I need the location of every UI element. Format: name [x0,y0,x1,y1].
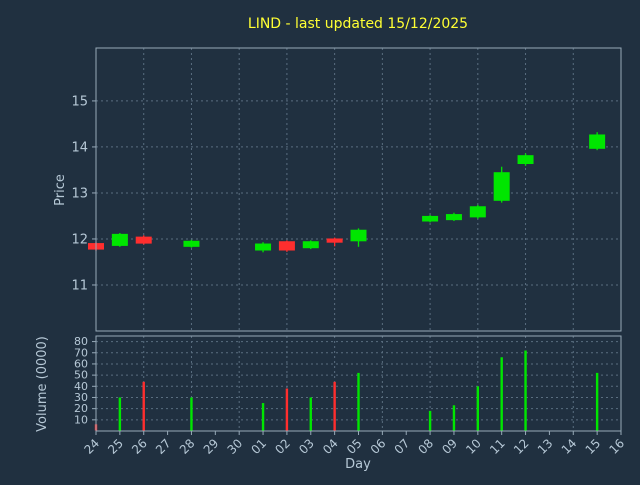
price-tick-labels: 11 12 13 14 15 [71,94,96,293]
day-tick-label: 29 [201,436,222,457]
day-tick-label: 06 [368,436,389,457]
day-tick-label: 30 [225,436,246,457]
volume-tick-label: 30 [74,391,88,404]
candle-body [422,215,439,222]
day-tick-label: 24 [81,436,102,457]
candle-body [111,233,128,246]
price-tick-label: 14 [71,140,88,155]
candle-08 [422,215,439,223]
price-plot-border [95,47,622,332]
candle-body [445,214,462,221]
price-tick-label: 11 [71,278,88,293]
candle-body [255,243,272,251]
candle-01 [255,242,272,253]
day-tick-label: 12 [511,436,532,457]
volume-tick-label: 20 [74,402,88,415]
candle-28 [183,239,200,248]
day-tick-label: 09 [439,436,460,457]
candle-10 [469,204,486,219]
candle-02 [278,240,295,252]
candle-body [326,238,343,243]
candle-09 [445,212,462,222]
candle-03 [302,240,319,250]
volume-tick-label: 60 [74,357,88,370]
day-tick-label: 25 [105,436,126,457]
volume-bars [94,350,599,431]
volume-tick-label: 80 [74,335,88,348]
day-tick-labels: 24 25 26 27 28 29 30 01 02 03 04 05 06 07 08 09 10 11 12 13… [81,431,627,457]
day-tick-label: 10 [463,436,484,457]
volume-tick-label: 10 [74,413,88,426]
day-tick-label: 11 [487,436,508,457]
day-tick-label: 27 [153,436,174,457]
candle-body [302,241,319,249]
candle-04 [326,237,343,247]
day-tick-label: 03 [296,436,317,457]
day-tick-label: 28 [177,436,198,457]
candle-body [350,229,367,242]
day-tick-label: 08 [416,436,437,457]
volume-tick-label: 40 [74,380,88,393]
day-tick-label: 01 [248,436,269,457]
candlesticks [88,132,606,253]
volume-tick-label: 50 [74,369,88,382]
price-tick-label: 13 [71,186,88,201]
day-tick-label: 16 [606,436,627,457]
candle-body [589,134,606,149]
day-tick-label: 02 [272,436,293,457]
candle-26 [135,235,152,245]
day-tick-label: 07 [392,436,413,457]
candle-body [135,236,152,244]
candle-25 [111,232,128,247]
candle-body [183,240,200,247]
candle-12 [517,153,534,166]
day-tick-label: 05 [344,436,365,457]
day-tick-label: 04 [320,436,341,457]
candle-05 [350,228,367,247]
price-tick-label: 15 [71,94,88,109]
candle-body [469,206,486,218]
candle-15 [589,132,606,151]
price-tick-label: 12 [71,232,88,247]
volume-tick-label: 70 [74,346,88,359]
candle-11 [493,166,510,203]
chart-title: LIND - last updated 15/12/2025 [248,16,468,32]
day-tick-label: 15 [583,436,604,457]
candle-body [517,155,534,165]
candle-body [493,172,510,201]
day-tick-label: 13 [535,436,556,457]
candle-body [278,241,295,251]
price-axis-label: Price [53,174,68,206]
day-tick-label: 26 [129,436,150,457]
volume-axis-label: Volume (0000) [35,336,50,432]
day-tick-label: 14 [559,436,580,457]
x-axis-label: Day [345,457,371,472]
